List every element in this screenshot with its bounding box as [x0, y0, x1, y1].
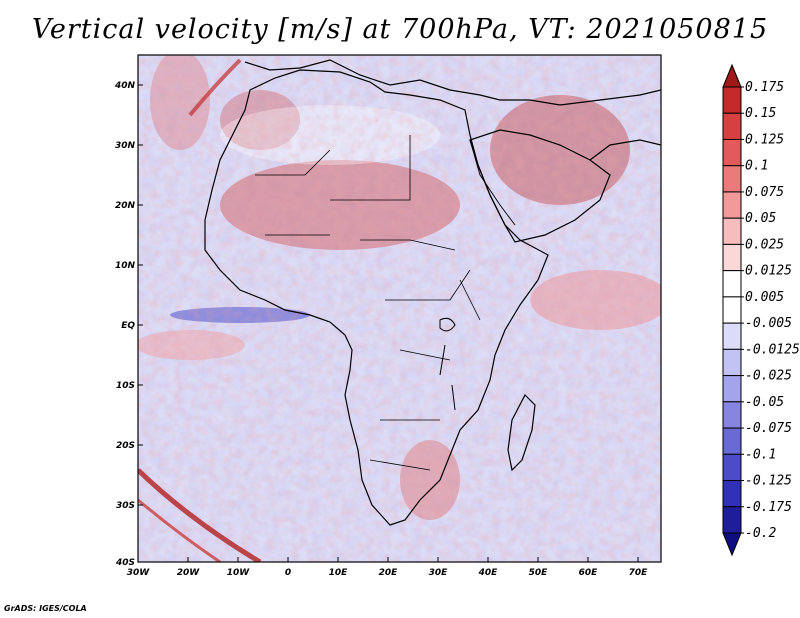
lon-tick-label: 40E: [478, 568, 499, 578]
colorbar-bin: [722, 506, 742, 534]
plot-frame: [137, 54, 662, 563]
lon-tick-label: 30E: [429, 568, 449, 578]
colorbar-label: 0.025: [745, 237, 784, 252]
lat-tick-label: 20N: [115, 201, 136, 211]
lon-tick-label: 10W: [227, 568, 251, 578]
colorbar-label: 0.0125: [745, 264, 792, 279]
lon-tick-label: 0: [285, 568, 291, 578]
colorbar-label: -0.075: [745, 421, 792, 436]
velocity-field: [138, 55, 661, 562]
colorbar-label: -0.05: [745, 395, 784, 410]
colorbar-label: -0.025: [745, 369, 792, 384]
colorbar-label: 0.175: [745, 80, 784, 95]
grads-credit: GrADS: IGES/COLA: [4, 604, 87, 613]
latitude-axis: 40N 30N 20N 10N EQ 10S 20S 30S 40S: [114, 81, 143, 568]
colorbar-label: -0.005: [745, 316, 792, 331]
colorbar-label: 0.075: [745, 185, 784, 200]
lat-tick-label: 30S: [116, 501, 135, 511]
colorbar-bin: [722, 243, 742, 272]
lat-tick-label: 10S: [116, 381, 135, 391]
lat-tick-label: EQ: [121, 321, 135, 331]
longitude-axis: 30W 20W 10W 0 10E 20E 30E 40E 50E 60E 70E: [127, 557, 648, 578]
lon-tick-label: 20W: [177, 568, 201, 578]
colorbar-bin: [722, 348, 742, 377]
colorbar-label: 0.125: [745, 132, 784, 147]
coastlines: [204, 59, 661, 526]
colorbar-label: 0.05: [745, 211, 776, 226]
lat-tick-label: 40S: [115, 558, 135, 568]
lat-tick-label: 10N: [115, 261, 136, 271]
lon-tick-label: 30W: [127, 568, 151, 578]
colorbar-bin: [722, 296, 742, 324]
colorbar-bin: [722, 191, 742, 219]
colorbar-bin: [722, 480, 742, 508]
lat-tick-label: 40N: [114, 81, 136, 91]
colorbar-bin: [722, 453, 742, 482]
colorbar-label: -0.0125: [745, 342, 800, 357]
colorbar-label: 0.005: [745, 290, 784, 305]
colorbar-label: -0.175: [745, 500, 792, 515]
map-title: Vertical velocity [m/s] at 700hPa, VT: 2…: [31, 14, 769, 45]
colorbar-bin: [722, 217, 742, 245]
colorbar-bin: [722, 401, 742, 429]
colorbar: 0.175 0.15 0.125 0.1 0.075 0.05 0.025 0.0125 0.0…: [722, 63, 800, 557]
colorbar-bin: [722, 427, 742, 455]
colorbar-bin: [722, 270, 742, 298]
lon-tick-label: 10E: [329, 568, 349, 578]
lon-tick-label: 50E: [529, 568, 549, 578]
colorbar-bin: [722, 112, 742, 140]
colorbar-label: -0.125: [745, 474, 792, 489]
colorbar-bin: [722, 165, 742, 193]
colorbar-bin: [722, 322, 742, 350]
colorbar-bin: [722, 375, 742, 403]
lon-tick-label: 60E: [579, 568, 599, 578]
colorbar-label: -0.1: [745, 447, 776, 462]
colorbar-label: -0.2: [745, 526, 776, 541]
colorbar-bin: [722, 63, 742, 88]
colorbar-bin: [722, 532, 742, 557]
lon-tick-label: 70E: [629, 568, 649, 578]
colorbar-bin: [722, 138, 742, 167]
lon-tick-label: 20E: [379, 568, 399, 578]
lat-tick-label: 30N: [115, 141, 136, 151]
colorbar-bin: [722, 86, 742, 114]
colorbar-label: 0.1: [745, 159, 768, 174]
colorbar-label: 0.15: [745, 106, 776, 121]
lat-tick-label: 20S: [116, 441, 135, 451]
